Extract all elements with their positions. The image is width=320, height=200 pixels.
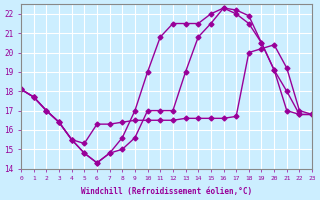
X-axis label: Windchill (Refroidissement éolien,°C): Windchill (Refroidissement éolien,°C): [81, 187, 252, 196]
